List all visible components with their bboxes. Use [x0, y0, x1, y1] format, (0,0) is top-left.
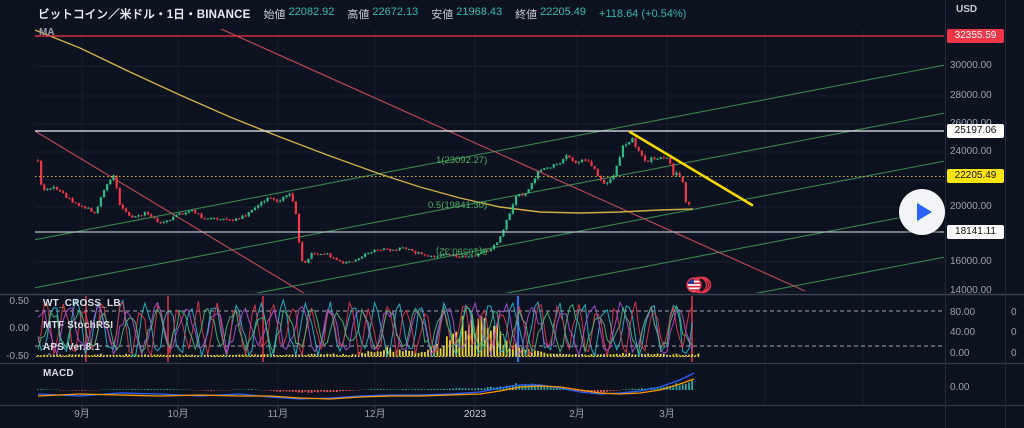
mini-scale-0: 0 [1011, 307, 1017, 318]
high-label: 高値 [347, 9, 370, 21]
price-level-lines [35, 35, 944, 233]
price-badge-1: 25197.06 [947, 124, 1004, 138]
ohlc-open: 始値 22082.92 [263, 6, 334, 22]
ohlc-high: 高値 22672.13 [347, 6, 418, 22]
price-tick-2: 26000.00 [950, 119, 992, 129]
ohlc-close: 終値 22205.49 [515, 6, 586, 22]
macd-pane [37, 372, 695, 400]
low-label: 安値 [431, 9, 454, 21]
ohlc-low: 安値 21968.43 [431, 6, 502, 22]
fib-label-1: 0.5(19841.30) [428, 200, 488, 211]
macd-scale-0: 0.00 [950, 382, 970, 393]
price-tick-1: 28000.00 [950, 90, 992, 101]
time-tick-6: 3月 [659, 409, 675, 420]
symbol-info-bar: ビットコイン／米ドル・1日・BINANCE 始値 22082.92 高値 226… [38, 6, 686, 22]
mini-scale-2: 0 [1011, 348, 1017, 359]
ma-line [35, 29, 694, 214]
price-badge-3: 18141.11 [947, 225, 1004, 239]
price-tick-4: 20000.00 [950, 201, 992, 212]
open-value: 22082.92 [288, 6, 335, 18]
osc-left-scale-1: 0.00 [9, 323, 29, 334]
osc-left-scale-2: -0.50 [6, 351, 29, 362]
osc-right-scale-1: 40.00 [950, 327, 976, 338]
change-value: +118.64 (+0.54%) [599, 8, 687, 20]
candlestick-series [36, 137, 691, 264]
us-flag-event-icon [686, 276, 712, 294]
price-badge-0: 32355.59 [947, 29, 1004, 43]
red-trendlines [35, 29, 806, 293]
fib-label-0: 1(23092.27) [436, 155, 488, 166]
time-tick-2: 11月 [267, 409, 289, 420]
price-tick-6: 14000.00 [950, 285, 992, 296]
price-tick-0: 30000.00 [950, 60, 992, 71]
osc-right-scale-2: 0.00 [950, 348, 970, 359]
symbol-title[interactable]: ビットコイン／米ドル・1日・BINANCE [38, 9, 251, 21]
oscillator-pane [35, 296, 944, 362]
time-tick-5: 2月 [569, 409, 585, 420]
chart-pane[interactable] [35, 28, 945, 405]
indicator-label-0[interactable]: WT_CROSS_LB [43, 298, 121, 309]
price-tick-5: 16000.00 [950, 256, 992, 267]
close-label: 終値 [515, 9, 538, 21]
high-value: 22672.13 [372, 6, 419, 18]
currency-label: USD [956, 4, 978, 15]
fib-label-2: 0(16590.32) [436, 245, 488, 257]
time-tick-3: 12月 [364, 409, 386, 420]
low-value: 21968.43 [456, 6, 503, 18]
price-tick-3: 24000.00 [950, 146, 992, 157]
play-button[interactable] [899, 189, 945, 235]
price-badge-2: 22205.49 [947, 169, 1004, 183]
close-value: 22205.49 [540, 6, 587, 18]
mini-scale-1: 0 [1011, 327, 1017, 338]
time-tick-0: 9月 [74, 409, 90, 420]
chevron-up-icon: ⌃ [46, 352, 53, 361]
indicator-label-macd[interactable]: MACD [43, 368, 74, 379]
indicator-label-1[interactable]: MTF StochRSI [43, 320, 114, 331]
play-icon [917, 203, 932, 221]
time-tick-4: 2023 [463, 409, 487, 420]
osc-right-scale-0: 80.00 [950, 307, 976, 318]
ma-label: MA [39, 27, 55, 38]
indicator-label-2[interactable]: APS Ver.8.1 [43, 342, 101, 353]
time-axis[interactable] [0, 406, 1024, 428]
wedge-trendline [628, 130, 754, 207]
open-label: 始値 [263, 9, 286, 21]
secondary-scale[interactable] [1005, 0, 1024, 405]
time-tick-1: 10月 [167, 409, 189, 420]
fib-channel-lines [35, 64, 944, 293]
osc-left-scale-0: 0.50 [9, 296, 29, 307]
